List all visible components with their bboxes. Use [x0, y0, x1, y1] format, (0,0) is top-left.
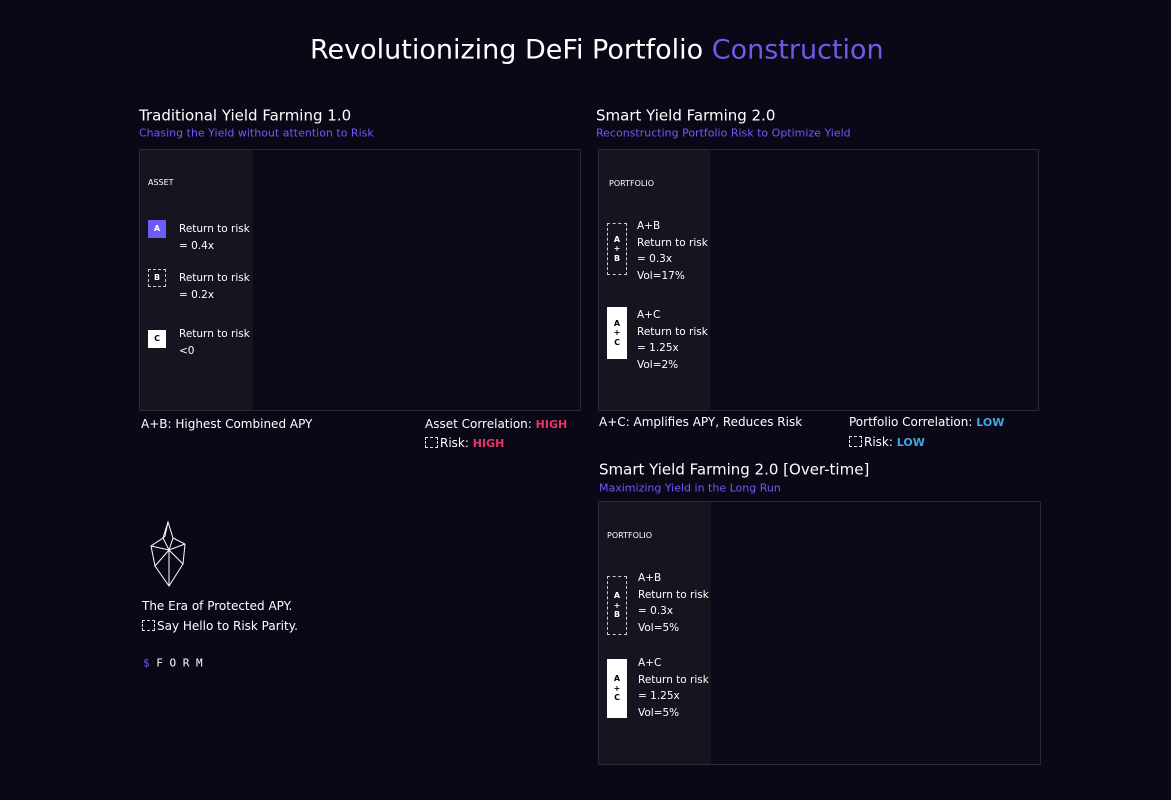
badge-letter: C [154, 334, 160, 344]
item-text: = 0.4x [179, 239, 215, 252]
item-text: A+C [637, 308, 661, 321]
item-text: = 0.2x [179, 288, 215, 301]
sidebar-title: PORTFOLIO [609, 179, 654, 188]
section-title: Smart Yield Farming 2.0 [596, 106, 776, 125]
correlation: Portfolio Correlation: LOW [849, 416, 1004, 428]
panel [598, 501, 1041, 765]
item-text: Vol=17% [637, 269, 685, 282]
item-text: Return to risk [637, 325, 708, 338]
item-text: = 0.3x [637, 252, 673, 265]
badge-letter: + [613, 683, 621, 693]
panel [598, 149, 1039, 411]
badge-letter: C [614, 337, 620, 347]
item-text: A+B [637, 219, 661, 232]
badge: A + B [607, 576, 627, 635]
item-text: Return to risk [179, 271, 250, 284]
item-text: Return to risk [179, 222, 250, 235]
risk-value: HIGH [472, 437, 505, 450]
badge-letter: A [613, 318, 621, 328]
correlation-label: Portfolio Correlation: [849, 415, 973, 429]
section-title: Smart Yield Farming 2.0 [Over-time] [599, 460, 870, 479]
sidebar [599, 502, 711, 764]
badge-letter: + [613, 328, 621, 338]
item-text: Return to risk [638, 673, 709, 686]
badge: B [148, 269, 166, 287]
badge: A [148, 220, 166, 238]
badge-letter: + [613, 244, 621, 254]
title-text: Revolutionizing DeFi Portfolio [310, 34, 704, 66]
title-accent: Construction [711, 34, 884, 66]
item-text: = 1.25x [638, 689, 680, 702]
tagline-text: Say Hello to Risk Parity. [157, 619, 298, 633]
badge-letter: B [153, 273, 161, 283]
badge-letter: A [613, 234, 621, 244]
badge-letter: B [613, 610, 621, 620]
glyph [142, 620, 155, 631]
badge: C [148, 330, 166, 348]
item-text: Return to risk [637, 236, 708, 249]
crystal-icon [150, 520, 186, 587]
panel [139, 149, 581, 411]
item-text: Return to risk [638, 588, 709, 601]
section-subtitle: Reconstructing Portfolio Risk to Optimiz… [596, 126, 851, 140]
brand: $ F O R M [143, 658, 203, 669]
footer-text: A+C: Amplifies APY, Reduces Risk [599, 415, 803, 429]
correlation-value: LOW [976, 416, 1005, 429]
badge-letter: A [613, 591, 621, 601]
badge-letter: A [613, 674, 621, 684]
item-text: Vol=5% [638, 621, 680, 634]
brand-symbol: $ [143, 656, 150, 670]
tagline: Say Hello to Risk Parity. [142, 620, 298, 632]
item-text: A+B [638, 571, 662, 584]
glyph [425, 437, 438, 448]
correlation-label: Asset Correlation: [425, 417, 532, 431]
risk-label: Risk: [440, 436, 469, 450]
glyph [849, 436, 862, 447]
risk: Risk: HIGH [425, 437, 504, 449]
risk-value: LOW [896, 436, 925, 449]
item-text: Vol=2% [637, 358, 679, 371]
item-text: A+C [638, 656, 662, 669]
tagline: The Era of Protected APY. [142, 599, 293, 613]
badge-letter: + [613, 600, 621, 610]
sidebar [140, 150, 253, 410]
item-text: <0 [179, 344, 195, 357]
correlation-value: HIGH [535, 418, 568, 431]
sidebar-title: PORTFOLIO [607, 531, 652, 540]
main-title: Revolutionizing DeFi Portfolio Construct… [310, 37, 884, 64]
badge: A + C [607, 659, 627, 718]
badge: A + B [607, 223, 627, 275]
brand-name: F O R M [156, 656, 203, 670]
section-subtitle: Chasing the Yield without attention to R… [139, 126, 374, 140]
sidebar-title: ASSET [148, 178, 174, 187]
item-text: = 0.3x [638, 604, 674, 617]
badge-letter: C [614, 693, 620, 703]
item-text: = 1.25x [637, 341, 679, 354]
correlation: Asset Correlation: HIGH [425, 418, 567, 430]
item-text: Return to risk [179, 327, 250, 340]
sidebar [599, 150, 710, 410]
badge-letter: A [153, 224, 161, 234]
badge-letter: B [613, 253, 621, 263]
risk-label: Risk: [864, 435, 893, 449]
item-text: Vol=5% [638, 706, 680, 719]
section-title: Traditional Yield Farming 1.0 [139, 106, 352, 125]
risk: Risk: LOW [849, 436, 925, 448]
footer-text: A+B: Highest Combined APY [141, 417, 313, 431]
section-subtitle: Maximizing Yield in the Long Run [599, 481, 781, 495]
badge: A + C [607, 307, 627, 359]
